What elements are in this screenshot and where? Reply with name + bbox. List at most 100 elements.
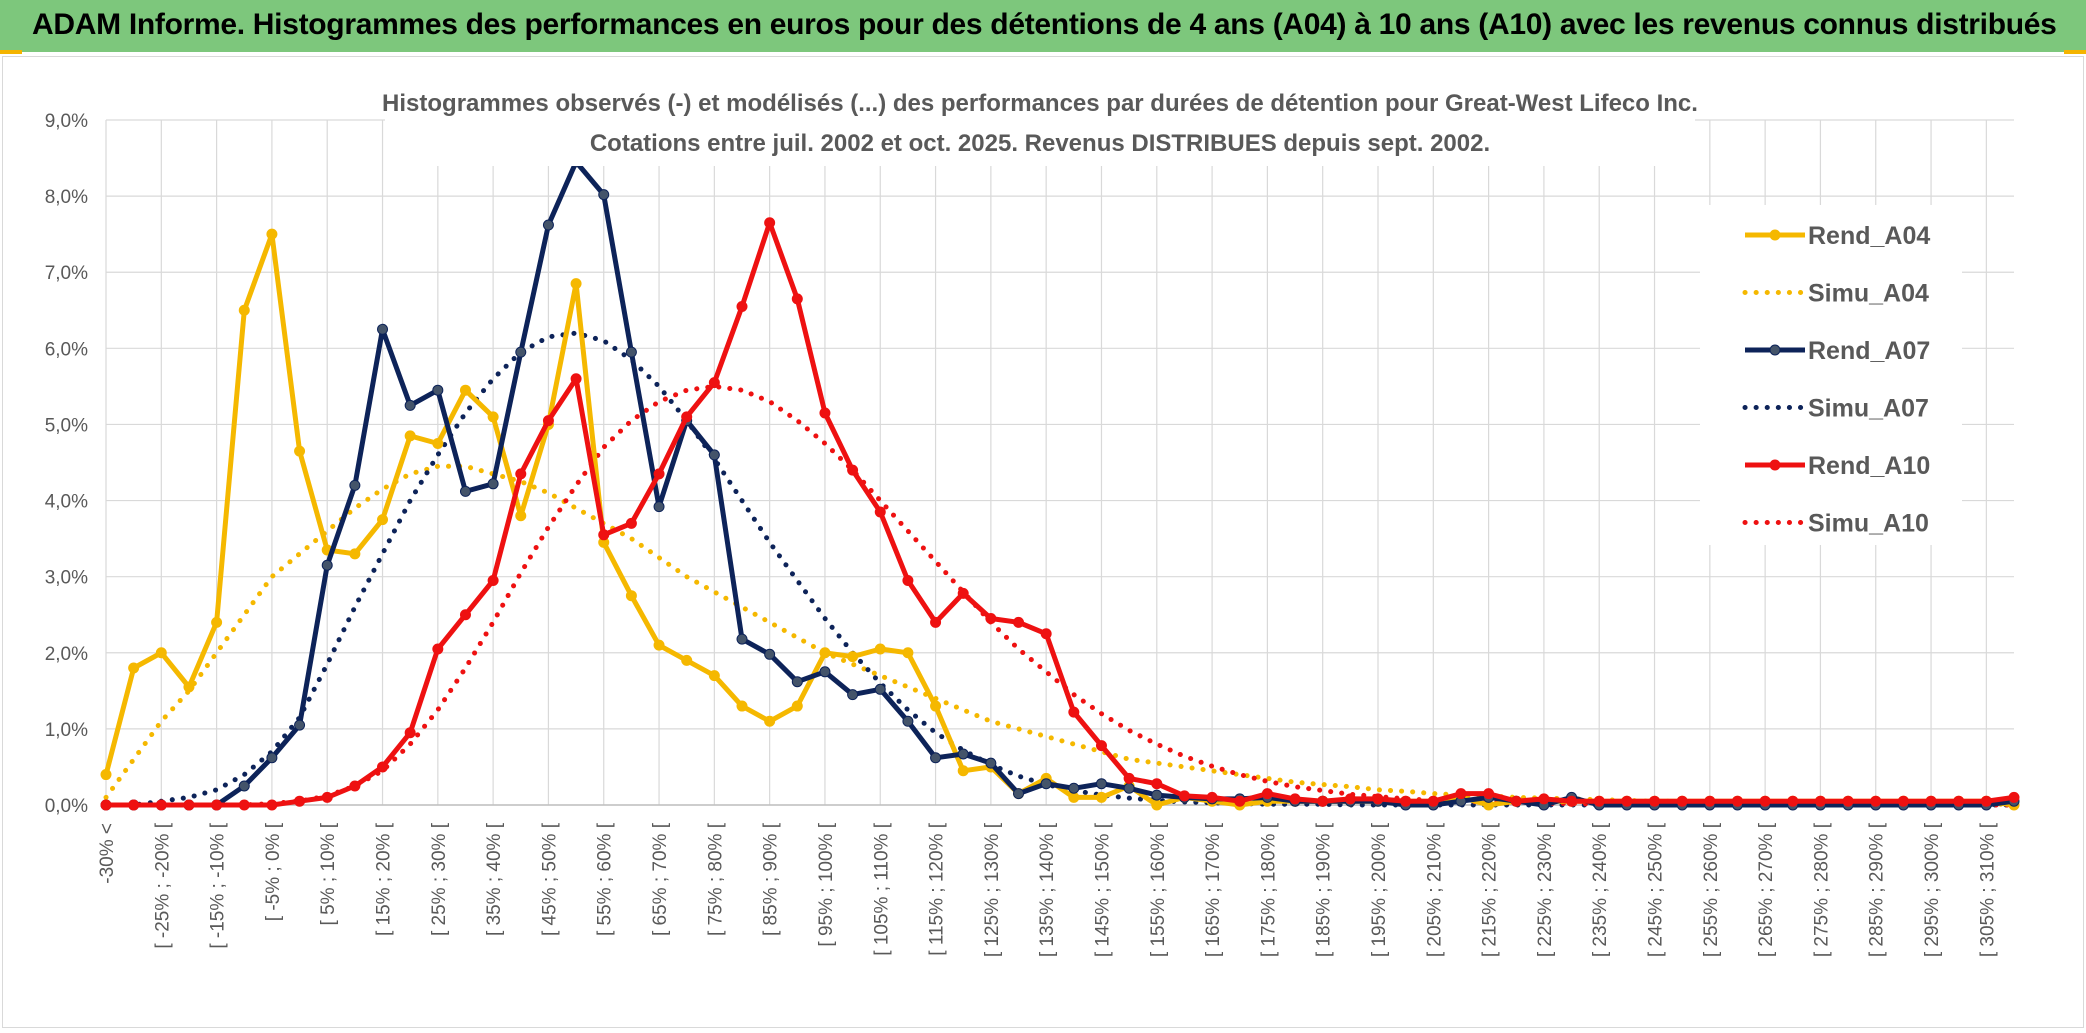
data-point [957,587,969,599]
data-point [708,377,720,389]
data-point [653,468,665,480]
y-tick-label: 7,0% [45,263,88,284]
x-tick-label: [ 215% ; 220% [ [1480,822,1501,957]
data-point [1317,795,1329,807]
data-point [625,517,637,529]
data-point [515,468,527,480]
data-point [515,510,527,522]
data-point [1040,778,1052,790]
x-tick-label: [ -25% ; -20% [ [152,822,173,948]
series-line [103,220,2017,808]
x-tick-label: [ -15% ; -10% [ [208,822,229,948]
chart-title-background [385,80,1695,166]
data-point [1538,793,1550,805]
data-point [708,670,720,682]
data-point [874,506,886,518]
data-point [847,464,859,476]
data-point [819,407,831,419]
data-point [459,384,471,396]
series-line [103,463,2017,807]
data-point [1566,795,1578,807]
data-point [1289,793,1301,805]
y-tick-label: 3,0% [45,568,88,589]
data-point [902,647,914,659]
data-point [1759,795,1771,807]
title-banner: ADAM Informe. Histogrammes des performan… [0,0,2086,52]
data-point [1068,706,1080,718]
data-point [1068,782,1080,794]
data-point [321,791,333,803]
x-tick-label: [ 5% ; 10% [ [318,822,339,925]
data-point [653,639,665,651]
data-point [598,529,610,541]
data-point [238,799,250,811]
data-point [1621,795,1633,807]
data-point [432,384,444,396]
y-axis-tick-labels: 0,0% 1,0% 2,0% 3,0% 4,0% 5,0% 6,0% 7,0% 8,0% 9,0% [45,111,88,817]
data-point [1344,793,1356,805]
legend-item-rend-a04: Rend_A04 [1745,222,1930,250]
banner-title: ADAM Informe. Histogrammes des performan… [32,8,2057,41]
data-point [377,323,389,335]
y-tick-label: 6,0% [45,339,88,360]
x-tick-label: [ 255% ; 260% [ [1701,822,1722,957]
data-point [1483,788,1495,800]
data-point [930,752,942,764]
x-tick-label: [ 285% ; 290% [ [1867,822,1888,957]
legend-label: Simu_A10 [1808,510,1929,538]
data-point [487,574,499,586]
data-point [764,648,776,660]
data-point [1953,795,1965,807]
data-point [211,616,223,628]
data-point [708,449,720,461]
x-tick-label: [ 295% ; 300% [ [1922,822,1943,957]
data-point [542,415,554,427]
data-point [1151,799,1163,811]
x-tick-label: [ 225% ; 230% [ [1535,822,1556,957]
data-point [1123,782,1135,794]
data-point [1704,795,1716,807]
data-point [736,300,748,312]
data-point [847,651,859,663]
data-point [1013,788,1025,800]
data-point [487,411,499,423]
data-point [1842,795,1854,807]
data-point [570,373,582,385]
x-tick-label: [ 305% ; 310% [ [1977,822,1998,957]
chart-subtitle: Cotations entre juil. 2002 et oct. 2025.… [590,130,1490,157]
data-point [1870,795,1882,807]
legend-marker [1769,229,1781,241]
data-point [1897,795,1909,807]
legend-marker [1769,344,1781,356]
data-point [902,574,914,586]
legend-item-simu-a10: Simu_A10 [1742,510,1929,538]
data-point [1787,795,1799,807]
data-point [930,616,942,628]
data-point [377,761,389,773]
y-tick-label: 5,0% [45,415,88,436]
data-point [349,780,361,792]
data-point [349,548,361,560]
chart-title: Histogrammes observés (-) et modélisés (… [382,90,1698,117]
legend-label: Rend_A04 [1808,222,1930,250]
data-point [653,501,665,513]
x-tick-label: [ 115% ; 120% [ [927,822,948,955]
data-point [432,437,444,449]
data-point [459,609,471,621]
data-point [432,643,444,655]
legend-item-simu-a07: Simu_A07 [1742,395,1929,423]
data-point [238,780,250,792]
data-point [1372,793,1384,805]
data-point [819,666,831,678]
data-point [570,278,582,290]
x-tick-label: [ 155% ; 160% [ [1148,822,1169,957]
data-point [1649,795,1661,807]
data-point [985,613,997,625]
x-tick-label: [ 105% ; 110% [ [871,822,892,955]
chart-title-block: Histogrammes observés (-) et modélisés (… [382,80,1698,166]
y-tick-label: 9,0% [45,111,88,132]
data-point [1040,628,1052,640]
data-point [847,689,859,701]
x-tick-label: [ 165% ; 170% [ [1203,822,1224,957]
